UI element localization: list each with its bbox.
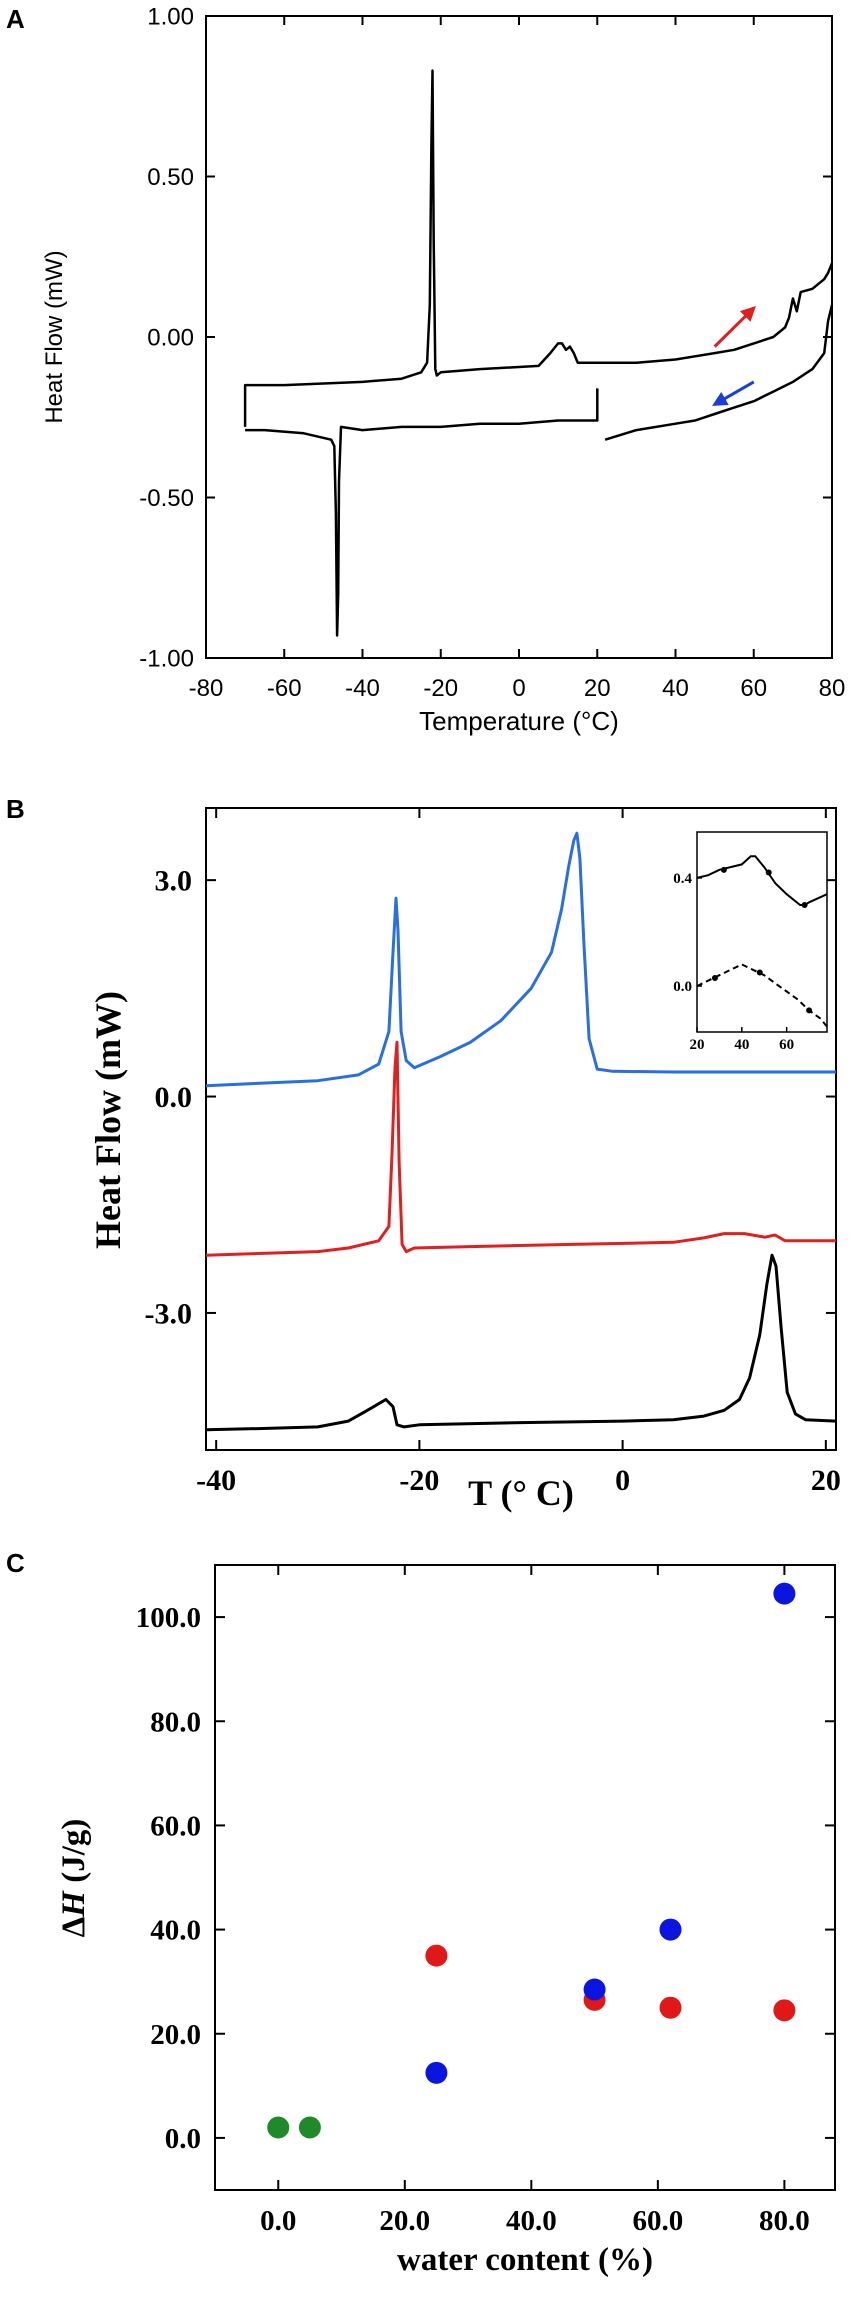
panel-a-cooling-curve	[604, 304, 834, 441]
inset-xtick-label: 60	[779, 1037, 794, 1053]
panel-c-ytick-label: 40.0	[150, 1915, 201, 1947]
inset-ytick-label: 0.0	[673, 979, 692, 995]
panel-a-cooling-low-curve	[245, 388, 599, 637]
panel-b-ytick-label: 0.0	[155, 1081, 193, 1114]
panel-b-inset: 20 40 60 0.4 0.0	[673, 831, 828, 1053]
panel-c-ticks: 0.0 20.0 40.0 60.0 80.0 0.0 20.0 40.0 60.0 80.0 10…	[136, 1565, 835, 2237]
panel-c-ytick-label: 20.0	[150, 2019, 201, 2051]
inset-solid-marker	[720, 866, 727, 873]
panel-c: C 0.0 20.0 40.0 60.0 80.0 0.0 20.0 40.0 60.0 80.0…	[6, 1548, 836, 2278]
panel-a-ytick-label: -0.50	[139, 485, 194, 512]
panel-b-ytick-label: 3.0	[155, 865, 193, 898]
panel-b-ytick-label: -3.0	[145, 1297, 193, 1330]
panel-c-blue-point	[659, 1918, 682, 1941]
panel-a-ylabel: Heat Flow (mW)	[41, 250, 68, 423]
panel-b-series	[205, 831, 837, 1432]
panel-b-xtick-label: 20	[811, 1464, 841, 1497]
panel-c-xtick-label: 60.0	[632, 2205, 683, 2237]
panel-c-frame	[214, 1564, 836, 2191]
panel-c-red-point	[773, 1999, 796, 2022]
inset-frame	[696, 831, 828, 1033]
panel-c-letter: C	[6, 1548, 25, 1578]
panel-c-ylabel-var: H	[56, 1890, 92, 1918]
panel-c-xtick-label: 0.0	[260, 2205, 296, 2237]
heating-arrow	[713, 306, 756, 348]
panel-a-ticks: -80 -60 -40 -20 0 20 40 60 80 1.00 0.50 0.00 -0.50 -1…	[139, 3, 845, 702]
panel-c-ytick-label: 0.0	[165, 2123, 201, 2155]
panel-a-arrows	[712, 306, 756, 406]
inset-solid-marker	[765, 869, 772, 876]
inset-xtick-label: 40	[734, 1037, 749, 1053]
panel-c-ytick-label: 100.0	[136, 1602, 201, 1634]
panel-c-blue-point	[773, 1582, 796, 1605]
panel-b: B -40 -20 0 20 3.0 0.0 -3.0 20 40 60 0.4 0.0 T (° …	[6, 794, 841, 1513]
panel-a-letter: A	[6, 4, 25, 34]
panel-a-xtick-label: -60	[267, 675, 302, 702]
panel-c-blue-point	[583, 1978, 606, 2001]
inset-solid-marker	[801, 901, 808, 908]
panel-a-xtick-label: -40	[345, 675, 380, 702]
panel-c-green-point	[267, 2116, 290, 2139]
panel-b-xlabel: T (° C)	[468, 1473, 574, 1513]
panel-a-xtick-label: 20	[584, 675, 611, 702]
inset-dashed-marker	[806, 1007, 813, 1014]
panel-c-ytick-label: 60.0	[150, 1811, 201, 1843]
panel-b-letter: B	[6, 794, 25, 824]
panel-a-ytick-label: 0.00	[147, 324, 194, 351]
panel-c-xtick-label: 40.0	[506, 2205, 557, 2237]
cooling-arrow	[712, 380, 755, 406]
panel-a-xtick-label: -20	[423, 675, 458, 702]
panel-c-ylabel-unit: (J/g)	[56, 1819, 92, 1891]
panel-c-xlabel: water content (%)	[397, 2242, 653, 2278]
panel-b-ylabel: Heat Flow (mW)	[88, 991, 128, 1249]
panel-a-ytick-label: -1.00	[139, 645, 194, 672]
panel-b-xtick-label: -20	[399, 1464, 439, 1497]
inset-dashed-marker	[711, 974, 718, 981]
panel-c-ylabel: ΔH (J/g)	[56, 1819, 92, 1938]
panel-c-red-point	[659, 1996, 682, 2019]
panel-c-blue-point	[425, 2061, 448, 2084]
panel-c-ylabel-delta: Δ	[56, 1916, 92, 1937]
panel-a-ytick-label: 1.00	[147, 3, 194, 30]
panel-c-ytick-label: 80.0	[150, 1706, 201, 1738]
panel-c-green-point	[298, 2116, 321, 2139]
panel-b-black-curve	[205, 1253, 837, 1432]
panel-b-xtick-label: -40	[196, 1464, 236, 1497]
panel-c-xtick-label: 20.0	[379, 2205, 430, 2237]
panel-b-frame	[205, 807, 837, 1451]
panel-a-xtick-label: -80	[189, 675, 224, 702]
panel-c-red-point	[425, 1944, 448, 1967]
inset-xtick-label: 20	[690, 1037, 705, 1053]
panel-a-frame	[205, 15, 833, 659]
panel-a-heating-curve	[243, 69, 834, 427]
panel-a-xtick-label: 80	[819, 675, 846, 702]
panel-b-blue-curve	[205, 831, 836, 1088]
panel-a-series	[243, 69, 834, 637]
panel-a-xlabel: Temperature (°C)	[419, 706, 619, 736]
inset-ytick-label: 0.4	[673, 871, 692, 887]
panel-b-ticks: -40 -20 0 20 3.0 0.0 -3.0	[145, 808, 841, 1497]
panel-a: A -80 -60 -40 -20 0 20 40 60 80 1.00 0.50 0.00 -0.50…	[6, 3, 845, 736]
panel-c-points	[267, 1582, 796, 2139]
panel-b-xtick-label: 0	[615, 1464, 630, 1497]
panel-a-xtick-label: 40	[662, 675, 689, 702]
panel-b-red-curve	[205, 1040, 836, 1257]
panel-a-xtick-label: 0	[512, 675, 525, 702]
panel-c-xtick-label: 80.0	[759, 2205, 810, 2237]
panel-a-xtick-label: 60	[740, 675, 767, 702]
inset-dashed-marker	[756, 969, 763, 976]
panel-a-ytick-label: 0.50	[147, 164, 194, 191]
